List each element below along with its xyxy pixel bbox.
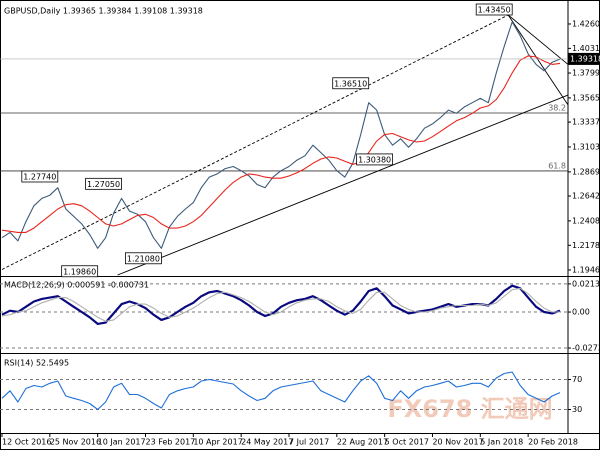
- y-tick-label: 30: [572, 405, 582, 414]
- price-marker-box: [356, 153, 394, 166]
- fib-label: 61.8: [548, 161, 566, 170]
- price-marker-box: [85, 177, 122, 190]
- trend-line: [507, 14, 569, 106]
- last-price-box: [568, 52, 600, 65]
- price-marker-label: 1.21080: [127, 254, 160, 263]
- series-line: [1, 21, 561, 249]
- x-tick-label: 12 Oct 2016: [2, 438, 51, 447]
- x-tick-label: 5 Oct 2017: [385, 438, 429, 447]
- series-line: [1, 55, 561, 233]
- price-marker-box: [21, 170, 59, 183]
- x-tick-label: 23 Feb 2017: [145, 438, 195, 447]
- x-tick-label: 20 Nov 2017: [432, 438, 483, 447]
- series-line: [1, 371, 561, 411]
- fib-label: 38.2: [548, 104, 566, 113]
- panel-title: GBPUSD,Daily 1.39365 1.39384 1.39108 1.3…: [4, 7, 203, 16]
- price-marker-label: 1.19860: [63, 267, 96, 276]
- x-tick-label: 22 Aug 2017: [337, 438, 388, 447]
- x-tick-label: 25 Nov 2016: [50, 438, 101, 447]
- y-tick-label: 70: [572, 375, 582, 384]
- price-marker-label: 1.27050: [87, 180, 120, 189]
- y-tick-label: 1.42605: [572, 19, 600, 28]
- price-marker-box: [125, 252, 162, 265]
- series-line: [1, 287, 560, 322]
- y-tick-label: 1.19465: [572, 265, 600, 274]
- x-tick-label: 10 Apr 2017: [193, 438, 242, 447]
- last-price-label: 1.39318: [570, 54, 600, 63]
- price-marker-label: 1.30380: [358, 155, 391, 164]
- y-tick-label: 1.26420: [572, 192, 600, 201]
- y-tick-label: 1.31035: [572, 142, 600, 151]
- y-tick-label: 1.28690: [572, 167, 600, 176]
- y-tick-label: 0.021384: [572, 279, 600, 288]
- panel-title: RSI(14) 52.5495: [4, 359, 69, 368]
- y-tick-label: 1.37990: [572, 69, 600, 78]
- x-tick-label: 10 Jan 2017: [98, 438, 146, 447]
- x-tick-label: 24 May 2017: [241, 438, 293, 447]
- panel-title: MACD(12,26,9) 0.000591 -0.000731: [4, 281, 149, 290]
- y-tick-label: 1.21785: [572, 241, 600, 250]
- x-tick-label: 7 Jul 2017: [289, 438, 329, 447]
- y-tick-label: 1.35650: [572, 93, 600, 102]
- y-tick-label: 0.00: [572, 308, 590, 317]
- trend-line: [507, 14, 569, 65]
- price-marker-box: [332, 77, 370, 90]
- price-marker-box: [61, 265, 99, 278]
- y-tick-label: 1.40310: [572, 44, 600, 53]
- price-marker-label: 1.36510: [334, 79, 367, 88]
- price-marker-label: 1.27740: [23, 172, 56, 181]
- trend-line: [1, 14, 509, 270]
- x-tick-label: 20 Feb 2018: [528, 438, 578, 447]
- y-tick-label: 1.24080: [572, 216, 600, 225]
- x-tick-label: 5 Jan 2018: [480, 438, 523, 447]
- price-marker-label: 1.43450: [478, 5, 511, 14]
- price-marker-box: [475, 3, 513, 16]
- y-tick-label: 1.33375: [572, 118, 600, 127]
- y-tick-label: -0.027353: [572, 344, 600, 353]
- trend-line: [117, 94, 569, 276]
